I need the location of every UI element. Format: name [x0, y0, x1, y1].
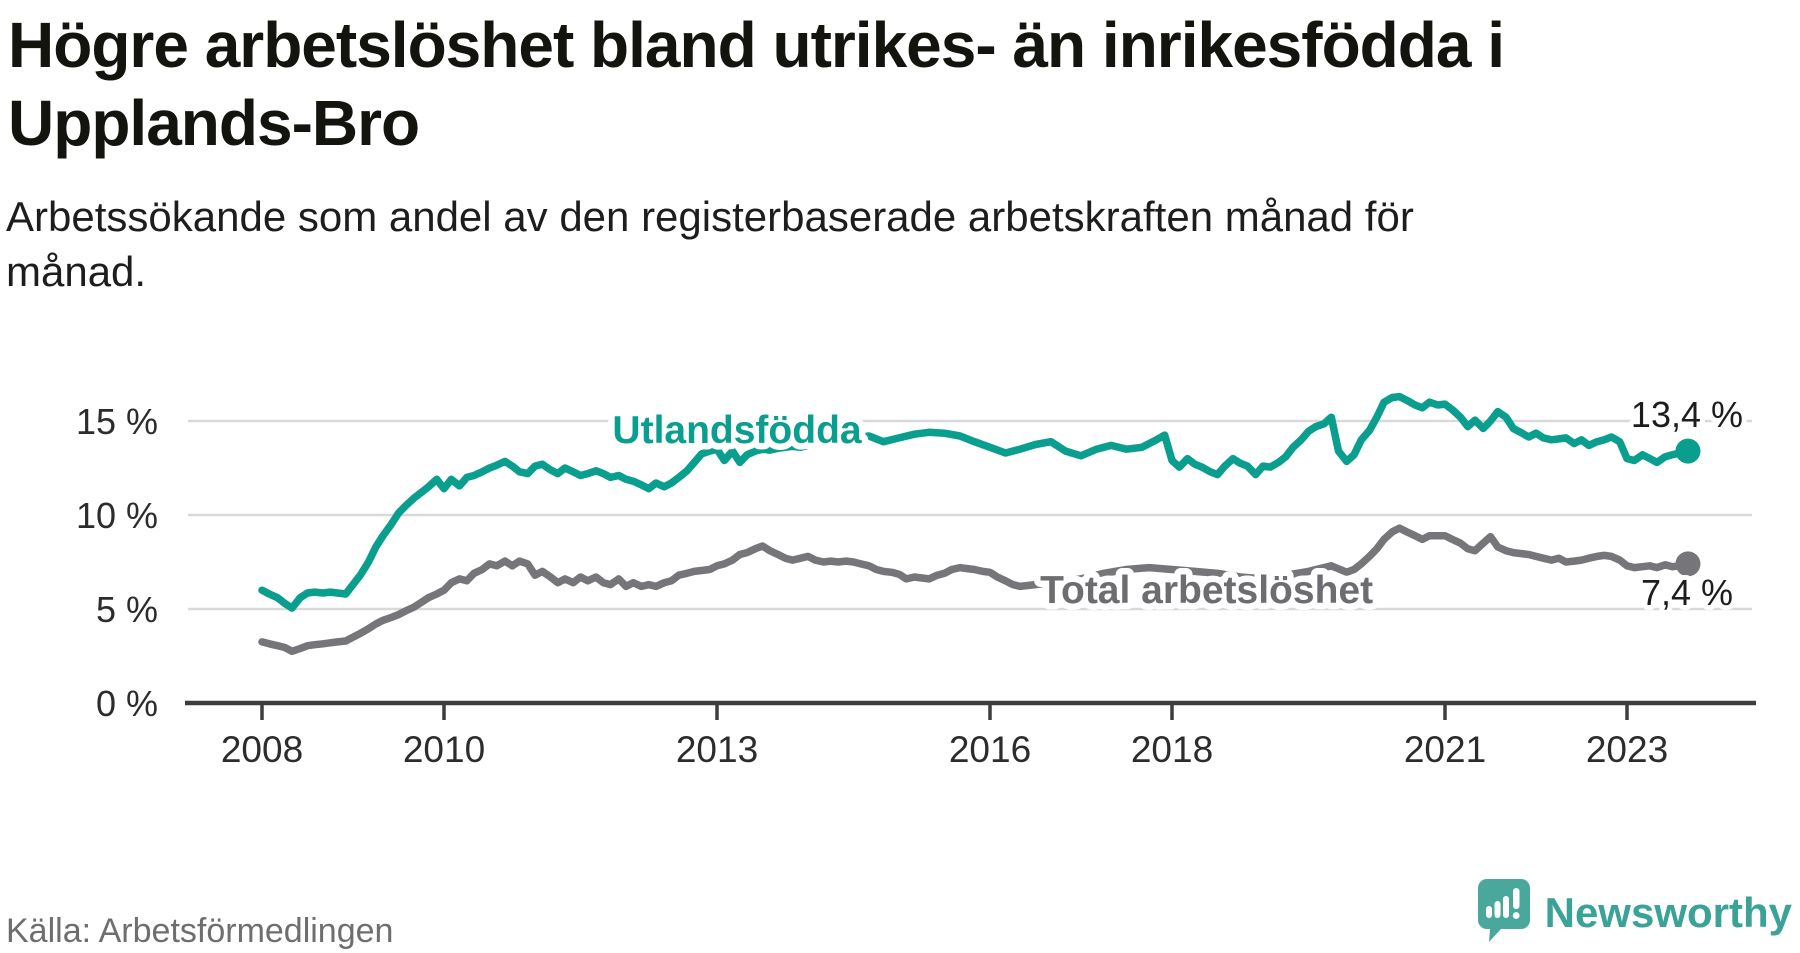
end-dot-total [1675, 551, 1701, 577]
x-tick-label-2010: 2010 [403, 729, 485, 770]
end-value-label-utlandsfodda: 13,4 % [1631, 394, 1743, 435]
x-tick-label-2021: 2021 [1404, 729, 1486, 770]
y-tick-label-0: 0 % [96, 683, 158, 724]
end-value-label-total: 7,4 % [1641, 572, 1733, 613]
x-tick-label-2008: 2008 [221, 729, 303, 770]
x-tick-label-2016: 2016 [949, 729, 1031, 770]
x-tick-label-2023: 2023 [1586, 729, 1668, 770]
end-dot-utlandsfodda [1675, 438, 1701, 464]
y-tick-label-5: 5 % [96, 589, 158, 630]
x-tick-label-2018: 2018 [1131, 729, 1213, 770]
y-tick-label-10: 10 % [76, 495, 158, 536]
series-label-utlandsfodda: Utlandsfödda [612, 409, 861, 452]
page-title: Högre arbetslöshet bland utrikes- än inr… [8, 9, 1505, 160]
bar-chart-bubble-icon [1477, 878, 1531, 949]
y-tick-label-15: 15 % [76, 401, 158, 442]
x-tick-label-2013: 2013 [676, 729, 758, 770]
newsworthy-logo: Newsworthy [1477, 878, 1792, 944]
chart-subtitle: Arbetssökande som andel av den registerb… [6, 193, 1414, 295]
source-note: Källa: Arbetsförmedlingen [6, 912, 394, 950]
newsworthy-wordmark: Newsworthy [1544, 889, 1792, 936]
line-series-total [258, 524, 1692, 656]
series-label-total: Total arbetslöshet [1040, 569, 1373, 612]
line-series-utlandsfodda [258, 392, 1692, 612]
